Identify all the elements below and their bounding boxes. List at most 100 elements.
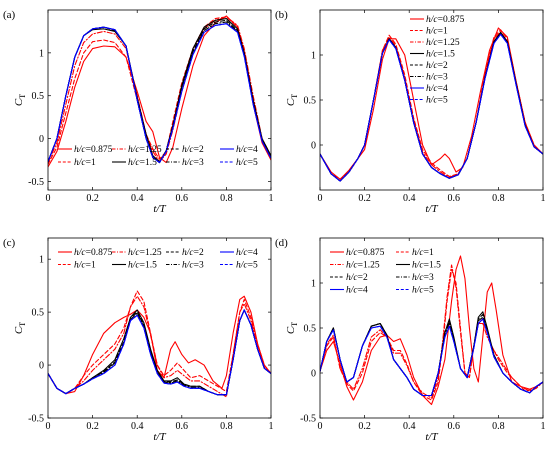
legend-label: h/c=1 — [412, 248, 434, 258]
y-tick-label: 0.5 — [32, 91, 45, 102]
legend-label: h/c=1 — [74, 261, 96, 271]
legend-label: h/c=2 — [182, 145, 204, 155]
series-line-8 — [320, 33, 543, 182]
x-tick-label: 0 — [46, 421, 51, 432]
panel-d: 0 0.2 0.4 0.6 0.8 1-0.500.51t/TCT(d)h/c=0.875… — [275, 237, 546, 443]
panel-label: (d) — [275, 237, 288, 249]
x-tick-label: 1 — [269, 421, 274, 432]
legend-label: h/c=4 — [236, 145, 258, 155]
legend-label: h/c=4 — [236, 248, 258, 258]
series-line-7 — [48, 23, 271, 164]
series-line-3 — [320, 264, 543, 399]
y-tick-label: 1 — [311, 51, 316, 62]
x-tick-label: 0.8 — [220, 421, 233, 432]
series-line-1 — [48, 295, 271, 395]
y-axis-label: CT — [13, 94, 27, 106]
y-axis-label: CT — [13, 322, 27, 334]
legend: h/c=0.875h/c=1h/c=1.25h/c=1.5h/c=2h/c=3h… — [410, 15, 465, 106]
x-tick-label: 1 — [541, 421, 546, 432]
series-line-6 — [48, 309, 271, 396]
x-tick-label: 0.6 — [176, 421, 189, 432]
legend-label: h/c=1 — [426, 27, 448, 37]
legend: h/c=0.875h/c=1h/c=1.25h/c=1.5h/c=2h/c=3h… — [58, 248, 258, 271]
legend-label: h/c=4 — [426, 84, 448, 94]
legend-label: h/c=1.25 — [128, 145, 162, 155]
panel-label: (b) — [275, 9, 288, 21]
legend: h/c=0.875h/c=1h/c=1.25h/c=1.5h/c=2h/c=3h… — [58, 145, 258, 168]
x-tick-label: 0.2 — [358, 421, 371, 432]
series-line-1 — [320, 255, 543, 406]
legend-label: h/c=3 — [182, 261, 204, 271]
series-line-2 — [48, 290, 271, 395]
x-tick-label: 1 — [269, 193, 274, 204]
series-group — [320, 255, 543, 406]
y-tick-label: -0.5 — [28, 177, 44, 188]
legend-label: h/c=0.875 — [74, 145, 113, 155]
legend-label: h/c=5 — [236, 261, 258, 271]
x-tick-label: 0 — [46, 193, 51, 204]
y-tick-label: 0 — [39, 361, 44, 372]
legend-label: h/c=1.25 — [128, 248, 162, 258]
x-tick-label: 0.2 — [86, 421, 99, 432]
legend-label: h/c=2 — [426, 61, 448, 71]
axes-frame — [47, 237, 272, 419]
series-line-6 — [48, 21, 271, 164]
y-tick-label: 0 — [39, 134, 44, 145]
series-line-2 — [48, 16, 271, 165]
series-line-3 — [48, 16, 271, 164]
y-axis-label: CT — [285, 94, 299, 106]
x-tick-label: 0.2 — [358, 193, 371, 204]
x-tick-label: 0.4 — [403, 421, 416, 432]
y-axis-label: CT — [285, 322, 299, 334]
y-tick-label: 0 — [311, 369, 316, 380]
panel-label: (a) — [3, 9, 16, 21]
y-tick-label: 0.5 — [32, 308, 45, 319]
series-line-1 — [320, 27, 543, 180]
series-line-7 — [320, 318, 543, 397]
series-line-8 — [48, 309, 271, 396]
legend-label: h/c=1.5 — [426, 50, 455, 60]
series-line-3 — [48, 295, 271, 398]
x-tick-label: 0.4 — [131, 421, 144, 432]
axes-frame — [47, 9, 272, 191]
y-tick-label: 1 — [39, 48, 44, 59]
legend-label: h/c=5 — [412, 286, 434, 296]
series-line-6 — [320, 316, 543, 397]
x-tick-label: 0.4 — [131, 193, 144, 204]
legend-label: h/c=5 — [426, 96, 448, 106]
x-tick-label: 0.6 — [176, 193, 189, 204]
legend-label: h/c=1.5 — [128, 261, 157, 271]
y-tick-label: 0 — [311, 141, 316, 152]
y-tick-label: -0.5 — [28, 414, 44, 425]
panel-label: (c) — [3, 237, 16, 249]
x-tick-label: 0.8 — [492, 193, 505, 204]
legend-label: h/c=0.875 — [74, 248, 113, 258]
legend-label: h/c=1.25 — [346, 261, 380, 271]
legend-label: h/c=3 — [182, 158, 204, 168]
series-group — [48, 290, 271, 398]
legend-label: h/c=5 — [236, 158, 258, 168]
x-tick-label: 0.4 — [403, 193, 416, 204]
series-line-8 — [320, 318, 543, 397]
legend-label: h/c=0.875 — [426, 15, 465, 25]
x-tick-label: 0.2 — [86, 193, 99, 204]
series-line-4 — [48, 309, 271, 396]
series-line-4 — [320, 311, 543, 397]
legend-label: h/c=0.875 — [346, 248, 385, 258]
x-axis-label: t/T — [425, 203, 438, 215]
legend-label: h/c=1.25 — [426, 38, 460, 48]
x-tick-label: 0.6 — [448, 193, 461, 204]
legend-label: h/c=3 — [426, 73, 448, 83]
legend-label: h/c=2 — [346, 273, 368, 283]
series-group — [48, 15, 271, 168]
x-axis-label: t/T — [153, 203, 166, 215]
series-line-5 — [320, 313, 543, 397]
x-tick-label: 1 — [541, 193, 546, 204]
x-tick-label: 0.8 — [492, 421, 505, 432]
y-tick-label: 0.5 — [304, 96, 317, 107]
legend-label: h/c=1.5 — [412, 261, 441, 271]
series-group — [320, 27, 543, 182]
y-tick-label: 1 — [39, 255, 44, 266]
legend-label: h/c=1 — [74, 158, 96, 168]
